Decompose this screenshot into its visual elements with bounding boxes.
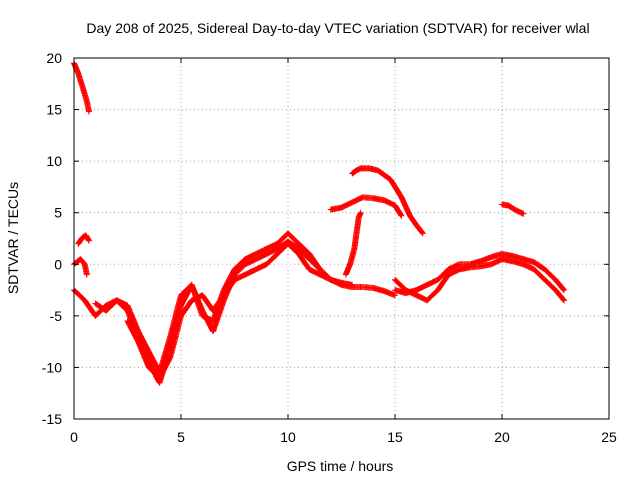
series-markers [349, 165, 426, 237]
series-seg2 [75, 232, 92, 247]
y-tick-label: -5 [50, 308, 63, 324]
y-tick-label: 15 [46, 102, 62, 118]
data-layer [71, 60, 568, 386]
series-seg7 [349, 165, 426, 237]
series-markers [392, 251, 568, 297]
series-seg9 [342, 209, 364, 278]
x-tick-label: 15 [387, 429, 403, 445]
x-tick-label: 0 [70, 429, 78, 445]
x-tick-label: 10 [280, 429, 296, 445]
x-tick-label: 5 [177, 429, 185, 445]
x-tick-label: 20 [494, 429, 510, 445]
chart-title: Day 208 of 2025, Sidereal Day-to-day VTE… [86, 20, 589, 36]
series-markers [124, 240, 334, 381]
series-seg11 [392, 251, 568, 297]
y-tick-label: -10 [42, 359, 62, 375]
plot-frame [73, 57, 610, 420]
y-axis-label: SDTVAR / TECUs [5, 182, 21, 294]
y-tick-label: 20 [46, 50, 62, 66]
y-tick-label: -15 [42, 411, 62, 427]
series-markers [499, 201, 527, 217]
x-axis-label: GPS time / hours [287, 458, 394, 474]
series-seg6 [124, 240, 334, 381]
series-seg8 [327, 194, 405, 219]
grid [74, 58, 609, 419]
x-tick-label: 25 [601, 429, 617, 445]
series-markers [327, 194, 405, 219]
y-tick-label: 0 [54, 256, 62, 272]
series-seg5 [92, 230, 356, 376]
y-tick-label: 10 [46, 153, 62, 169]
ticks: 0 5 10 15 20 25 -15 -10 -5 0 5 10 15 20 [42, 50, 617, 445]
series-markers [92, 230, 356, 376]
series-seg12 [499, 201, 527, 217]
series-markers [342, 209, 364, 278]
series-markers [75, 232, 92, 247]
y-tick-label: 5 [54, 205, 62, 221]
